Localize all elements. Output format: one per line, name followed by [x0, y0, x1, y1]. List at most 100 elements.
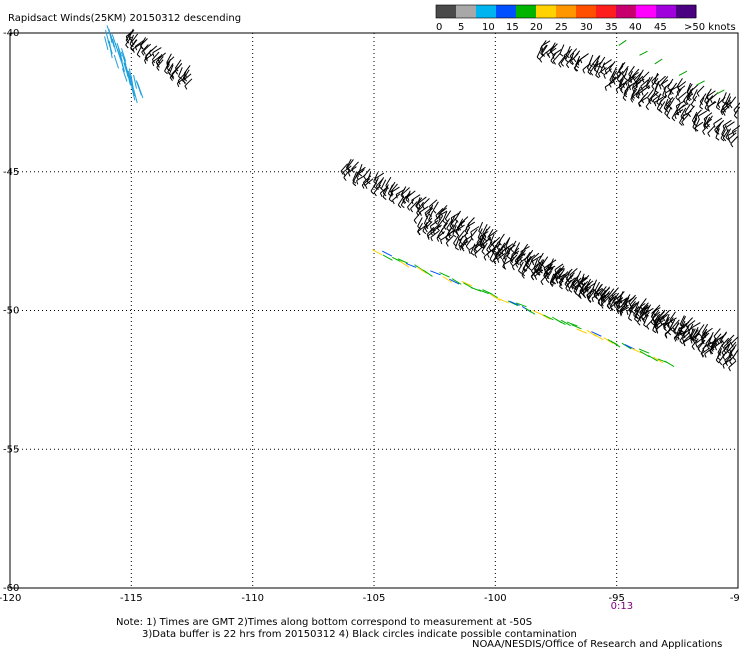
wind-barb-feather: [706, 123, 710, 128]
wind-barb-feather: [452, 234, 457, 238]
wind-barb-feather: [410, 208, 414, 213]
wind-barb-feather: [569, 61, 574, 66]
wind-barb-feather: [667, 322, 670, 328]
wind-barb-feather: [677, 335, 680, 340]
wind-barb: [526, 249, 534, 259]
wind-barb: [611, 287, 619, 296]
wind-barb: [659, 79, 669, 87]
wind-barb: [541, 40, 551, 47]
wind-barb: [637, 69, 644, 79]
wind-barb: [675, 88, 682, 98]
wind-barb: [714, 333, 722, 342]
wind-barb-feather: [432, 210, 437, 214]
wind-barb: [428, 210, 434, 221]
wind-barb-feather: [418, 202, 421, 207]
wind-barb: [634, 301, 640, 311]
wind-barb-feather: [550, 60, 554, 65]
wind-barb-feather: [130, 47, 134, 52]
wind-barb: [691, 338, 699, 347]
wind-barb: [411, 194, 421, 201]
wind-barb: [703, 118, 713, 126]
wind-barb-feather: [430, 237, 433, 242]
wind-barb: [607, 288, 615, 298]
wind-barb: [372, 249, 383, 256]
wind-barb-feather: [461, 247, 465, 252]
lat-lon-grid: [10, 33, 738, 588]
wind-barb: [144, 53, 154, 61]
wind-barb: [669, 319, 676, 329]
wind-barb: [486, 241, 493, 250]
wind-barb: [543, 261, 553, 269]
wind-barb: [692, 331, 700, 340]
wind-barb-feather: [610, 307, 613, 312]
wind-barb: [487, 291, 498, 299]
wind-barb: [643, 315, 649, 325]
wind-barb: [405, 262, 417, 268]
wind-barb: [629, 296, 637, 306]
wind-barb: [603, 68, 612, 76]
wind-barb-feather: [440, 240, 443, 245]
wind-barb: [494, 248, 503, 256]
wind-barb: [639, 50, 648, 56]
wind-barb: [414, 264, 424, 272]
wind-barb: [728, 347, 736, 356]
wind-barb: [375, 172, 385, 179]
wind-barb-feather: [388, 198, 393, 203]
wind-barb: [678, 91, 687, 100]
wind-barb-feather: [643, 324, 648, 328]
wind-barb: [168, 64, 174, 75]
wind-barb: [450, 212, 461, 219]
wind-barb: [667, 317, 677, 324]
wind-barb: [498, 242, 506, 252]
wind-barb-feather: [450, 217, 453, 222]
wind-barb: [521, 266, 529, 276]
wind-barb: [575, 55, 581, 66]
wind-barb: [639, 350, 650, 358]
wind-barb-feather: [733, 115, 738, 119]
wind-barb: [545, 270, 553, 280]
wind-barb-feather: [569, 55, 573, 60]
wind-barb: [456, 224, 465, 232]
wind-barb: [424, 206, 433, 214]
wind-barb: [694, 109, 702, 118]
wind-barb: [470, 243, 476, 254]
wind-barb: [610, 340, 621, 348]
longitude-tick-label: -100: [484, 593, 507, 604]
wind-barb: [664, 360, 675, 368]
wind-barb-feather: [670, 90, 674, 95]
wind-barb: [432, 224, 442, 232]
wind-barb-feather: [634, 314, 639, 319]
wind-barb-feather: [428, 213, 433, 217]
wind-barb: [680, 320, 686, 331]
wind-barb: [104, 36, 109, 51]
wind-barb: [423, 269, 433, 277]
latitude-tick-label: -45: [3, 167, 19, 178]
legend-frame: [435, 4, 697, 19]
wind-barb-feather: [679, 340, 683, 345]
wind-barb-feather: [586, 294, 589, 299]
wind-barb: [618, 39, 627, 46]
wind-barb: [726, 334, 735, 343]
wind-barb-feather: [660, 83, 665, 88]
legend-label: 45: [654, 22, 667, 33]
wind-barb: [437, 227, 444, 237]
wind-barb: [449, 278, 460, 285]
wind-barb: [707, 125, 715, 134]
wind-barb: [392, 193, 401, 201]
wind-barb-feather: [483, 256, 487, 261]
wind-barb: [587, 291, 595, 300]
wind-barb: [479, 233, 484, 244]
wind-barb-feather: [719, 339, 723, 344]
wind-barb-feather: [615, 304, 619, 309]
wind-barb: [668, 97, 675, 107]
wind-barb-feather: [687, 113, 691, 118]
wind-barb: [435, 208, 444, 216]
wind-barb-feather: [669, 328, 674, 332]
wind-barb: [647, 354, 658, 362]
wind-barb-feather: [720, 111, 724, 116]
wind-barb-feather: [400, 204, 405, 209]
wind-barb-feather: [593, 66, 596, 71]
wind-barb: [397, 196, 405, 206]
wind-barb-feather: [616, 308, 620, 313]
wind-barb-feather: [687, 332, 692, 336]
